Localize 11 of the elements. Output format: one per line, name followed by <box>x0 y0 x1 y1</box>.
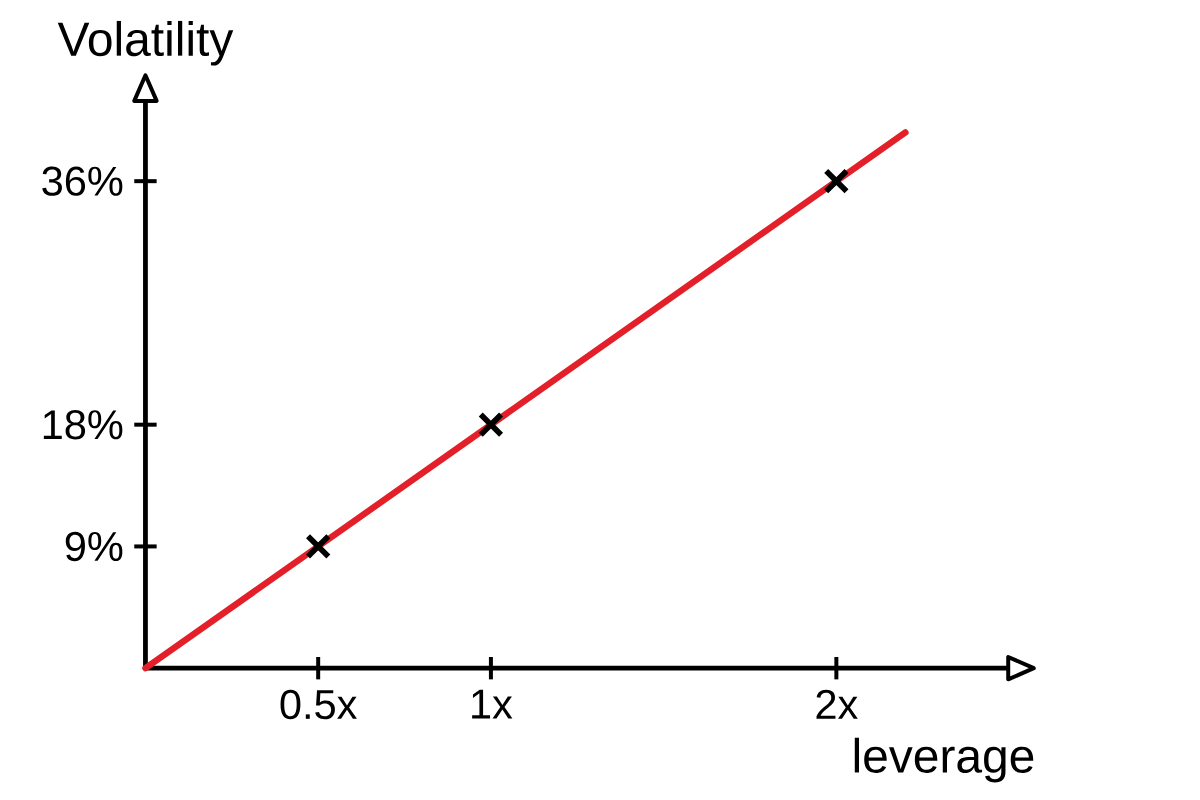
x-tick-label: 1x <box>472 689 513 719</box>
x-tick-label: 0.5x <box>280 689 357 720</box>
y-tick-label: 36% <box>42 166 123 196</box>
y-tick-label: 18% <box>43 409 123 440</box>
y-axis-title: Volatility <box>57 20 234 66</box>
point <box>477 411 504 438</box>
x-axis-title: leverage <box>854 737 1034 783</box>
point <box>823 168 850 195</box>
point <box>305 533 332 560</box>
y-tick-label: 9% <box>65 531 123 562</box>
x-tick-label: 2x <box>816 689 858 719</box>
